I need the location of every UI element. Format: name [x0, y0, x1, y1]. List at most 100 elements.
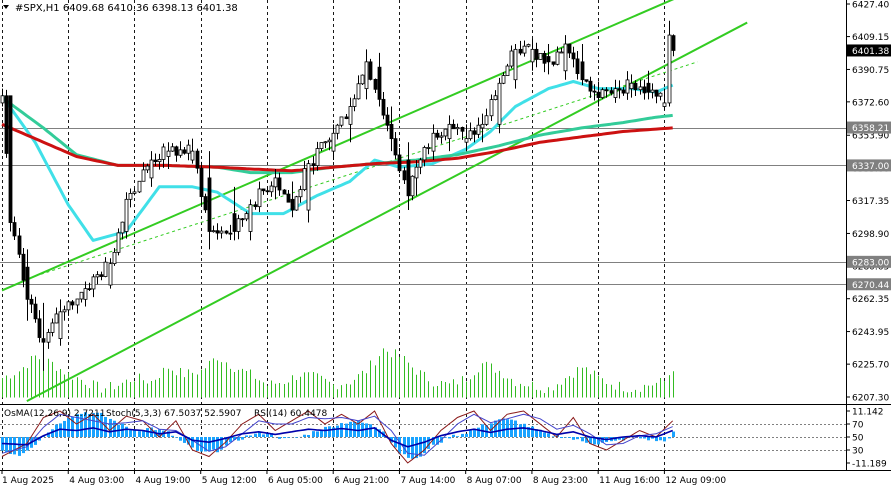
- osma-bar: [212, 437, 215, 449]
- candle-body: [9, 96, 12, 223]
- candle-body: [394, 139, 397, 155]
- candle-body: [556, 52, 559, 64]
- candle-body: [655, 90, 658, 96]
- osma-bar: [175, 437, 178, 438]
- candle-body: [531, 49, 534, 61]
- time-tick-label: 6 Aug 05:00: [268, 476, 323, 486]
- candle-body: [452, 124, 455, 128]
- candle-body: [80, 292, 83, 299]
- candle-body: [47, 332, 50, 342]
- candle-body: [229, 233, 232, 234]
- osma-bar: [138, 431, 141, 437]
- candle-body: [225, 231, 228, 233]
- candle-body: [374, 79, 377, 89]
- candle-body: [643, 87, 646, 93]
- osma-bar: [543, 432, 546, 437]
- osma-bar: [328, 426, 331, 437]
- candle-body: [216, 231, 219, 233]
- candle-body: [287, 194, 290, 202]
- candle-body: [312, 164, 315, 166]
- candle-body: [92, 277, 95, 289]
- candle-body: [581, 62, 584, 80]
- osma-bar: [477, 428, 480, 437]
- candle-body: [316, 149, 319, 166]
- candle-body: [419, 160, 422, 167]
- level-price-label: 6283.00: [852, 258, 889, 268]
- candle-body: [523, 46, 526, 53]
- osma-bar: [398, 437, 401, 454]
- candle-body: [258, 189, 261, 207]
- candle-body: [357, 84, 360, 99]
- osma-bar: [668, 437, 671, 438]
- candle-body: [494, 96, 497, 100]
- candle-body: [630, 83, 633, 88]
- osma-bar: [663, 437, 666, 441]
- osma-bar: [452, 435, 455, 437]
- candle-body: [55, 314, 58, 323]
- candle-body: [411, 176, 414, 196]
- candle-body: [233, 214, 236, 232]
- candle-body: [34, 304, 37, 319]
- candle-body: [117, 233, 120, 252]
- osma-bar: [191, 437, 194, 448]
- osma-bar: [258, 432, 261, 437]
- candle-body: [146, 166, 149, 170]
- osma-bar: [411, 437, 414, 459]
- time-tick-label: 5 Aug 12:00: [202, 476, 257, 486]
- candle-body: [605, 90, 608, 91]
- candle-body: [361, 75, 364, 84]
- candle-body: [626, 80, 629, 93]
- candle-body: [84, 289, 87, 300]
- osma-bar: [125, 427, 128, 437]
- candle-body: [365, 62, 368, 89]
- time-tick-label: 6 Aug 21:00: [334, 476, 389, 486]
- candle-body: [274, 178, 277, 187]
- osc-tick-label: 11.142: [852, 408, 884, 418]
- osma-bar: [564, 437, 567, 438]
- candle-body: [502, 76, 505, 84]
- candle-body: [104, 262, 107, 276]
- candle-body: [22, 254, 25, 280]
- time-tick-label: 12 Aug 09:00: [665, 476, 726, 486]
- osc-tick-label: -11.189: [852, 460, 887, 470]
- price-tick-label: 6409.15: [852, 33, 889, 43]
- candle-body: [651, 90, 654, 92]
- osma-bar: [295, 437, 298, 438]
- osma-bar: [456, 436, 459, 437]
- candle-body: [663, 103, 666, 107]
- candle-body: [249, 205, 252, 232]
- candle-body: [154, 160, 157, 162]
- candle-body: [175, 147, 178, 155]
- candle-body: [237, 219, 240, 232]
- osma-bar: [179, 437, 182, 441]
- candle-body: [270, 186, 273, 192]
- candle-body: [245, 214, 248, 219]
- osma-bar: [133, 430, 136, 437]
- candle-body: [142, 170, 145, 181]
- candle-body: [535, 49, 538, 59]
- price-tick-label: 6225.70: [852, 361, 889, 371]
- candle-body: [328, 140, 331, 142]
- price-tick-label: 6317.35: [852, 197, 889, 207]
- candle-body: [634, 83, 637, 89]
- candle-body: [345, 117, 348, 119]
- candle-body: [610, 91, 613, 94]
- candle-body: [332, 133, 335, 151]
- osma-bar: [672, 432, 675, 437]
- candle-body: [444, 129, 447, 136]
- time-tick-label: 4 Aug 03:00: [69, 476, 124, 486]
- candle-body: [133, 192, 136, 194]
- osma-bar: [67, 418, 70, 437]
- osma-bar: [287, 437, 290, 438]
- candle-body: [382, 99, 385, 115]
- candle-body: [477, 125, 480, 134]
- candle-body: [208, 178, 211, 232]
- candle-body: [473, 131, 476, 135]
- osma-bar: [643, 437, 646, 438]
- candle-body: [647, 83, 650, 92]
- candle-body: [100, 275, 103, 277]
- candle-body: [560, 52, 563, 53]
- candle-body: [129, 193, 132, 199]
